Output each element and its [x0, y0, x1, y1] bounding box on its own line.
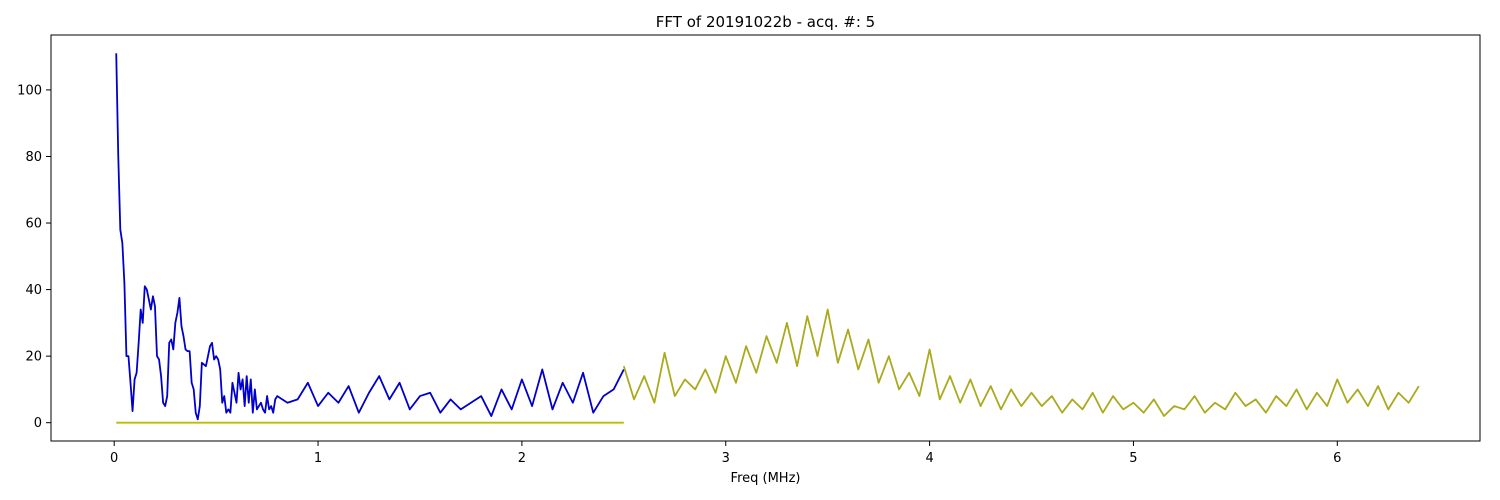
- y-tick-label: 20: [25, 350, 42, 365]
- y-tick-label: 100: [17, 83, 42, 98]
- x-tick-label: 0: [110, 451, 118, 466]
- x-tick-label: 5: [1129, 451, 1137, 466]
- x-axis-ticks: 0 1 2 3 4 5 6: [110, 441, 1341, 466]
- x-tick-label: 4: [925, 451, 933, 466]
- x-axis-label: Freq (MHz): [731, 471, 801, 486]
- series-line-2: [622, 308, 1420, 417]
- y-tick-label: 60: [25, 217, 42, 232]
- y-axis-ticks: 0 20 40 60 80 100: [17, 83, 51, 431]
- x-tick-label: 3: [722, 451, 730, 466]
- x-tick-label: 6: [1333, 451, 1341, 466]
- y-tick-label: 80: [25, 150, 42, 165]
- x-tick-label: 2: [518, 451, 526, 466]
- x-tick-label: 1: [314, 451, 322, 466]
- series-layer: [115, 53, 1420, 424]
- chart-title: FFT of 20191022b - acq. #: 5: [656, 13, 875, 31]
- y-tick-label: 0: [34, 416, 42, 431]
- y-tick-label: 40: [25, 283, 42, 298]
- plot-frame: [50, 34, 1481, 442]
- series-line-0: [115, 53, 625, 421]
